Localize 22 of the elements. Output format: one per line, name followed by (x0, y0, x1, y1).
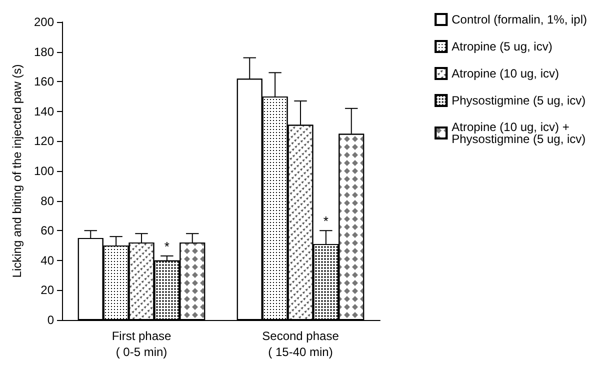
annotation: * (323, 214, 328, 229)
legend-label: Control (formalin, 1%, ipl) (452, 12, 588, 26)
y-tick-label: 120 (34, 134, 54, 148)
annotation: * (164, 238, 170, 254)
y-tick-label: 60 (40, 224, 54, 238)
y-tick-label: 100 (34, 164, 54, 178)
y-tick-label: 180 (34, 44, 54, 59)
legend-label: Atropine (5 ug, icv) (452, 40, 552, 54)
y-tick-label: 160 (34, 74, 54, 89)
y-tick-label: 0 (47, 313, 54, 327)
y-tick-label: 140 (34, 104, 54, 118)
text: Physostigmine (5 ug, icv) (452, 94, 586, 108)
y-tick-label: 200 (34, 15, 54, 29)
y-tick-label: 80 (40, 194, 54, 208)
text: Atropine (10 ug, icv) + (452, 120, 570, 134)
y-axis-title: Licking and biting of the injected paw (s) (10, 64, 24, 278)
legend-label: Physostigmine (5 ug, icv) (452, 132, 586, 146)
legend-label: Atropine (10 ug, icv) (452, 66, 560, 80)
y-tick-label: 20 (40, 283, 54, 298)
y-tick-label: 40 (40, 253, 54, 268)
x-tick-label: Second phase ( 15-40 min) (262, 329, 340, 359)
x-tick-label: First phase ( 0-5 min) (112, 329, 172, 359)
